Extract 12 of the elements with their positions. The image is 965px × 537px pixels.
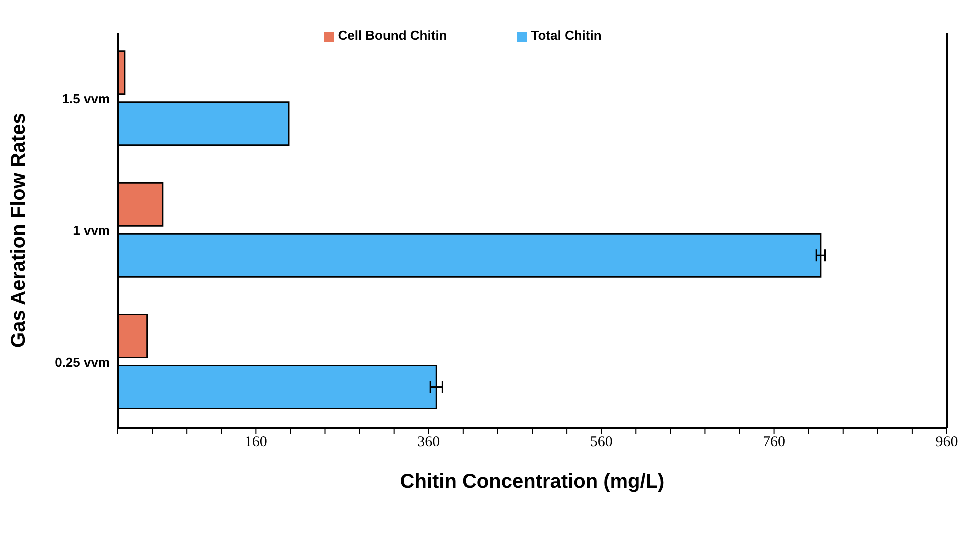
x-tick-label: 360 [418,434,440,451]
x-tick-label: 760 [763,434,786,451]
legend-label: Total Chitin [531,28,602,43]
y-tick-label: 0.25 vvm [55,354,110,370]
y-axis-title: Gas Aeration Flow Rates [8,113,30,348]
x-tick-label: 560 [590,434,613,451]
x-axis-title: Chitin Concentration (mg/L) [400,471,665,493]
x-tick-label: 960 [936,434,958,451]
legend-label: Cell Bound Chitin [338,28,448,43]
y-tick-label: 1 vvm [73,223,110,238]
x-tick-label: 160 [244,434,268,451]
y-tick-label: 1.5 vvm [62,91,110,106]
